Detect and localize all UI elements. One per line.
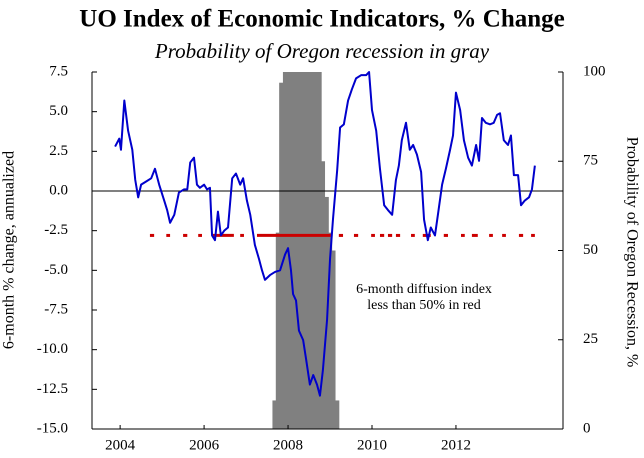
x-tick-label: 2004	[105, 437, 136, 453]
recession-bar	[314, 72, 319, 429]
recession-bar	[307, 72, 312, 429]
recession-bar	[282, 72, 287, 429]
x-tick-label: 2006	[189, 437, 220, 453]
index-line	[114, 71, 536, 397]
y2-axis-label: Probability of Oregon Recession, %	[623, 137, 640, 368]
recession-bar	[272, 400, 277, 429]
x-tick-label: 2010	[357, 437, 387, 453]
y2-tick-label: 100	[583, 63, 606, 79]
y-tick-label: 5.0	[49, 103, 68, 119]
recession-bar	[300, 72, 305, 429]
chart-title: UO Index of Economic Indicators, % Chang…	[79, 6, 564, 33]
annotation: less than 50% in red	[367, 298, 481, 313]
y-tick-label: 7.5	[49, 63, 68, 79]
recession-bar	[303, 72, 308, 429]
y-tick-label: 0.0	[49, 182, 68, 198]
y-tick-label: -2.5	[44, 222, 68, 238]
recession-bar	[321, 161, 326, 429]
annotation: 6-month diffusion index	[356, 282, 492, 297]
chart-subtitle: Probability of Oregon recession in gray	[154, 39, 490, 63]
recession-bar	[296, 72, 301, 429]
y-tick-label: 2.5	[49, 143, 68, 159]
y-tick-label: -5.0	[44, 262, 68, 278]
y-tick-label: -15.0	[37, 420, 68, 436]
y-tick-label: -7.5	[44, 301, 68, 317]
y-axis-label: 6-month % change, annualized	[1, 151, 18, 349]
recession-bar	[279, 82, 284, 430]
y2-tick-label: 50	[583, 242, 598, 258]
recession-bar	[275, 232, 280, 429]
recession-bar	[331, 250, 336, 429]
recession-bar	[293, 72, 298, 429]
recession-bar	[335, 400, 340, 429]
recession-bar	[289, 72, 294, 429]
x-tick-label: 2008	[273, 437, 303, 453]
recession-bar	[317, 72, 322, 429]
recession-bar	[328, 232, 333, 429]
x-tick-label: 2012	[441, 437, 471, 453]
y-tick-label: -10.0	[37, 341, 68, 357]
plot-area: -15.0 -12.5 -10.0 -7.5 -5.0 -2.5 0.0 2.5 5.0 7.5 0…	[37, 63, 606, 453]
y2-tick-label: 75	[583, 153, 598, 169]
recession-bar	[310, 72, 315, 429]
y2-tick-label: 0	[583, 420, 591, 436]
y-tick-label: -12.5	[37, 381, 68, 397]
y2-tick-label: 25	[583, 331, 598, 347]
